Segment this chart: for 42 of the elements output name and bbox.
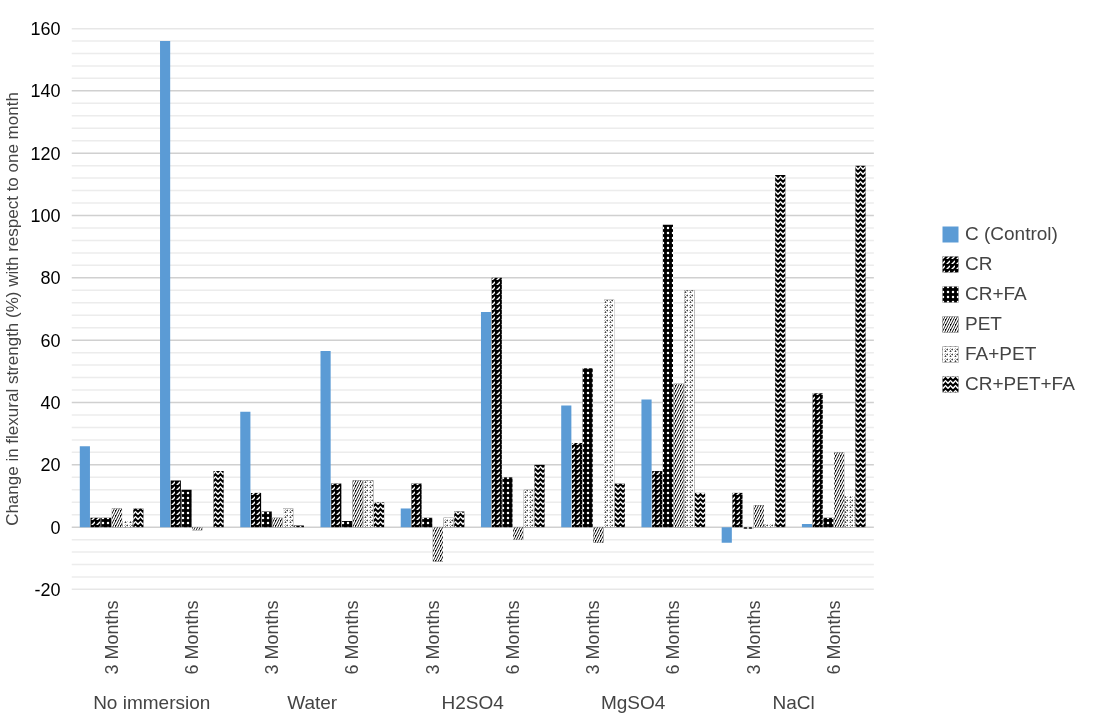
x-tick-label: 3 Months <box>583 600 604 675</box>
legend-label: FA+PET <box>965 342 1038 365</box>
bar <box>160 40 171 528</box>
text: No immersion <box>93 691 211 713</box>
x-tick-label: 6 Months <box>181 600 202 675</box>
legend-label: C (Control) <box>965 222 1059 245</box>
text: NaCl <box>772 691 815 713</box>
bar <box>721 527 732 543</box>
y-tick-label: 60 <box>40 330 61 351</box>
x-tick-label: 6 Months <box>502 600 523 675</box>
bar <box>801 524 813 528</box>
bar <box>480 312 492 528</box>
y-tick-label: 140 <box>30 81 61 102</box>
legend-label: PET <box>965 312 1003 335</box>
y-tick-label: 20 <box>40 455 61 476</box>
y-tick-label: 100 <box>30 206 61 226</box>
legend-label: CR+PET+FA <box>965 372 1076 395</box>
x-tick-label: 3 Months <box>743 600 764 675</box>
legend-label: CR+FA <box>965 282 1028 305</box>
y-tick-label: 80 <box>40 268 61 289</box>
bar <box>641 399 652 528</box>
y-tick-label: 40 <box>40 393 61 413</box>
text: Water <box>287 691 338 713</box>
text: H2SO4 <box>441 691 505 713</box>
x-tick-label: 6 Months <box>663 600 684 675</box>
x-tick-label: 3 Months <box>262 600 283 675</box>
bar <box>561 405 572 528</box>
y-tick-label: 120 <box>30 143 61 164</box>
bar <box>400 508 411 528</box>
x-tick-label: 3 Months <box>101 600 122 675</box>
bar <box>320 351 331 528</box>
x-tick-label: 3 Months <box>422 600 443 675</box>
legend-label: CR <box>965 252 994 275</box>
y-tick-label: 0 <box>50 517 61 538</box>
y-axis-title: Change in flexural strength (%) with respect to one month <box>3 92 23 526</box>
bar <box>79 446 90 528</box>
y-tick-label: 160 <box>30 19 61 39</box>
x-tick-label: 6 Months <box>823 600 844 675</box>
x-tick-label: 6 Months <box>342 600 363 675</box>
bar <box>240 411 251 528</box>
text: MgSO4 <box>600 691 666 713</box>
y-tick-label: -20 <box>34 580 61 600</box>
